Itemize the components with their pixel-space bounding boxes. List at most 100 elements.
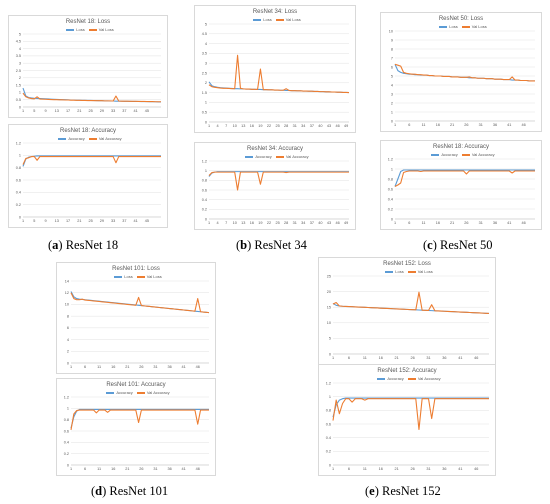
legend-swatch [461,26,470,28]
y-tick-label: 0.8 [16,166,21,170]
chart-title: ResNet 152: Accuracy [377,368,437,374]
y-tick-label: 0.5 [202,111,207,115]
y-tick-label: 0.2 [16,203,21,207]
x-tick-label: 22 [267,221,271,225]
caption-c: (c) ResNet 50 [423,238,493,252]
chart-title: ResNet 34: Loss [252,9,298,15]
y-tick-label: 0.8 [202,179,207,183]
x-tick-label: 36 [493,123,497,127]
x-tick-label: 11 [363,467,367,471]
y-tick-label: 0.4 [202,198,207,202]
series-line-train [332,397,489,418]
x-tick-label: 11 [422,221,426,225]
y-tick-label: 0.2 [202,208,207,212]
chart-title: ResNet 18: Accuracy [432,144,490,150]
x-tick-label: 1 [22,109,24,113]
y-tick-label: 1 [205,101,207,105]
x-tick-label: 40 [318,124,322,128]
x-tick-label: 26 [410,467,414,471]
y-tick-label: 1 [19,154,21,158]
x-tick-label: 6 [348,467,350,471]
legend-label: Val Loss [146,274,162,279]
x-tick-label: 49 [344,221,348,225]
y-tick-label: 4.5 [202,32,207,36]
x-tick-label: 31 [153,365,157,369]
y-tick-label: 0 [205,120,207,124]
x-tick-label: 40 [318,221,322,225]
y-tick-label: 0 [205,217,207,221]
y-tick-label: 3 [391,92,393,96]
y-tick-label: 2 [67,350,69,354]
x-tick-label: 36 [442,356,446,360]
x-tick-label: 21 [450,221,454,225]
y-tick-label: 0.6 [388,187,393,191]
x-tick-label: 41 [458,467,462,471]
x-tick-label: 45 [145,109,149,113]
x-tick-label: 21 [77,219,81,223]
x-tick-label: 16 [436,123,440,127]
x-tick-label: 6 [348,356,350,360]
x-tick-label: 46 [196,365,200,369]
x-tick-label: 36 [167,467,171,471]
x-tick-label: 46 [521,221,525,225]
caption-d: (d) ResNet 101 [91,484,169,498]
x-tick-label: 49 [344,124,348,128]
legend-label: Loss [449,24,458,29]
y-tick-label: 0 [329,463,331,467]
y-tick-label: 0.2 [388,207,393,211]
x-tick-label: 21 [125,467,129,471]
chart-plot: 0 0.2 0.4 0.6 0.8 1 1.2 1 5 9 13 17 21 25 29 33 37 41 45 [16,141,161,223]
y-tick-label: 10 [327,321,331,325]
legend-swatch [106,392,115,394]
chart-plot: 0 0.2 0.4 0.6 0.8 1 1.2 1 4 7 10 13 16 19 22 25 28 31 34 37… [202,159,349,225]
x-tick-label: 29 [100,109,104,113]
x-tick-label: 37 [310,124,314,128]
x-tick-label: 9 [44,109,46,113]
x-tick-label: 46 [335,124,339,128]
x-tick-label: 31 [426,467,430,471]
legend-swatch [66,29,75,31]
y-tick-label: 1.2 [202,159,207,163]
chart-legend: Accuracy Val Accuracy [195,154,355,159]
y-tick-label: 1.2 [16,141,21,145]
legend-swatch [439,26,448,28]
y-tick-label: 2 [19,76,21,80]
legend-swatch [245,156,254,158]
x-tick-label: 1 [70,467,72,471]
legend-label: Accuracy [116,390,133,395]
y-tick-label: 0.6 [64,429,69,433]
y-tick-label: 4 [205,42,207,46]
x-tick-label: 16 [379,356,383,360]
x-tick-label: 6 [408,221,410,225]
chart-legend: Loss Val Loss [381,24,541,29]
legend-label: Loss [263,17,272,22]
chart-panel-r101-acc: ResNet 101: Accuracy Accuracy Val Accuracy… [56,378,216,476]
x-tick-label: 1 [394,221,396,225]
series-line-val [332,291,490,314]
y-tick-label: 0 [329,352,331,356]
chart-plot: 0 0.5 1 1.5 2 2.5 3 3.5 4 4.5 5 1 5 9 13 17 21 25 29 33 37 41… [16,32,161,113]
x-tick-label: 1 [22,219,24,223]
chart-title: ResNet 34: Accuracy [246,146,304,152]
legend-label: Val Accuracy [146,390,170,395]
x-tick-label: 26 [410,356,414,360]
x-tick-label: 37 [122,219,126,223]
x-tick-label: 17 [66,109,70,113]
y-tick-label: 2.5 [202,71,207,75]
x-tick-label: 41 [458,356,462,360]
x-tick-label: 11 [422,123,426,127]
chart-panel-r101-loss: ResNet 101: Loss Loss Val Loss 0 2 4 6 8 10 12 14 1… [56,262,216,374]
chart-panel-r50-loss: ResNet 50: Loss Loss Val Loss 0 1 2 3 4 5 6 7 8 9 10 1… [380,12,542,132]
chart-title: ResNet 50: Loss [438,16,484,22]
chart-legend: Accuracy Val Accuracy [381,152,541,157]
x-tick-label: 1 [332,356,334,360]
y-tick-label: 0.4 [64,441,69,445]
y-tick-label: 4 [19,47,21,51]
chart-panel-r34-acc: ResNet 34: Accuracy Accuracy Val Accuracy 0… [194,142,356,230]
chart-legend: Loss Val Loss [9,27,167,32]
x-tick-label: 26 [464,123,468,127]
x-tick-label: 6 [408,123,410,127]
y-tick-label: 0.2 [326,450,331,454]
